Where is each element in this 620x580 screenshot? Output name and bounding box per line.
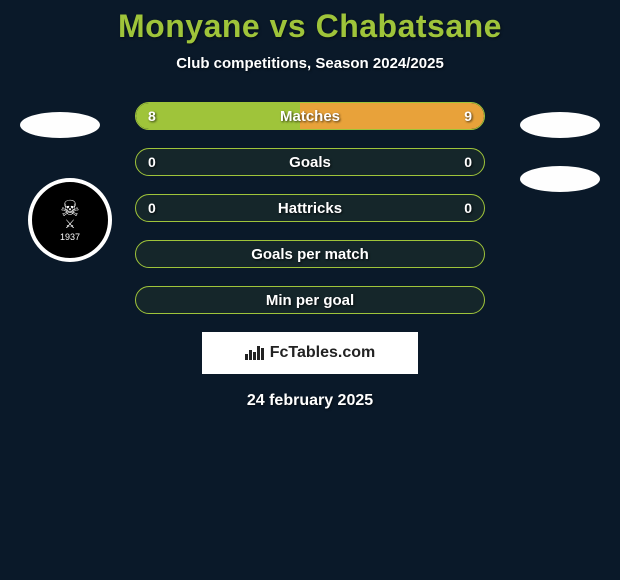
- stat-row: 8 9 Matches: [135, 102, 485, 130]
- club-right-badge: [520, 166, 600, 192]
- chart-icon: [245, 346, 264, 360]
- crossbones-icon: ⚔: [65, 218, 76, 230]
- club-year: 1937: [60, 232, 80, 242]
- stat-label: Min per goal: [266, 292, 354, 309]
- comparison-subtitle: Club competitions, Season 2024/2025: [0, 55, 620, 72]
- stat-label: Goals per match: [251, 246, 369, 263]
- stat-bars-container: 8 9 Matches 0 0 Goals 0 0 Hattricks Goals per mat…: [135, 102, 485, 314]
- brand-text: FcTables.com: [270, 344, 376, 362]
- stat-value-left: 0: [148, 200, 156, 216]
- stat-row: 0 0 Hattricks: [135, 194, 485, 222]
- stat-value-left: 0: [148, 154, 156, 170]
- brand-logo: FcTables.com: [202, 332, 418, 374]
- stat-value-right: 0: [464, 200, 472, 216]
- stat-label: Hattricks: [278, 200, 342, 217]
- comparison-date: 24 february 2025: [0, 392, 620, 410]
- stat-label: Matches: [280, 108, 340, 125]
- player-right-badge: [520, 112, 600, 138]
- comparison-title: Monyane vs Chabatsane: [0, 0, 620, 45]
- stat-row: Min per goal: [135, 286, 485, 314]
- stat-fill-left: [136, 103, 300, 129]
- player-left-badge: [20, 112, 100, 138]
- stat-value-right: 0: [464, 154, 472, 170]
- stat-value-right: 9: [464, 108, 472, 124]
- stat-row: 0 0 Goals: [135, 148, 485, 176]
- club-left-logo: ☠ ⚔ 1937: [28, 178, 112, 262]
- stat-value-left: 8: [148, 108, 156, 124]
- stat-label: Goals: [289, 154, 331, 171]
- stat-row: Goals per match: [135, 240, 485, 268]
- comparison-content: ☠ ⚔ 1937 8 9 Matches 0 0 Goals 0 0 Hattricks Goal…: [0, 102, 620, 410]
